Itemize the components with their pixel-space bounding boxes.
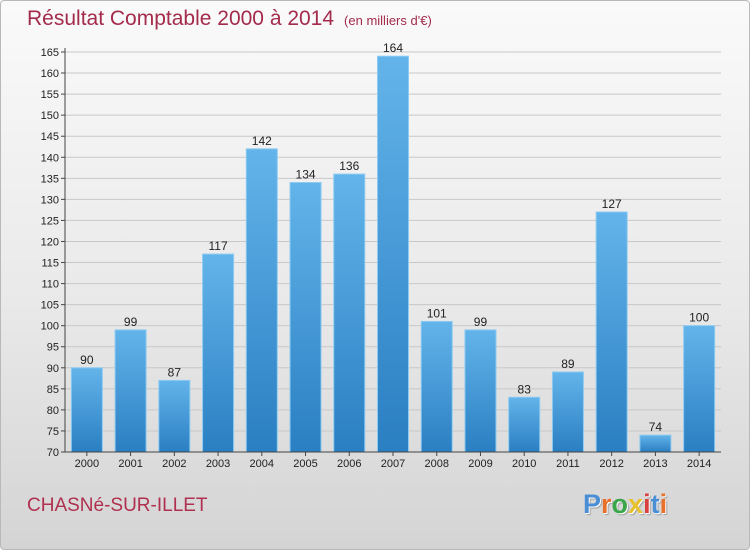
bar-2009[interactable] [464, 329, 497, 453]
bars-layer: 90 99 87 117 142 134 136 164 101 99 83 89 127 74 100 [70, 41, 716, 453]
bar-2013[interactable] [639, 434, 672, 453]
y-tick-label: 125 [41, 215, 59, 227]
y-tick-label: 145 [41, 131, 59, 143]
data-label: 134 [296, 168, 316, 182]
y-tick-label: 70 [47, 447, 59, 459]
y-tick-label: 140 [41, 152, 59, 164]
data-label: 83 [518, 382, 532, 396]
y-tick-label: 135 [41, 173, 59, 185]
x-tick-label: 2001 [118, 458, 142, 470]
x-tick-label: 2010 [512, 458, 536, 470]
y-tick-label: 85 [47, 384, 59, 396]
data-label: 142 [252, 134, 272, 148]
y-tick-label: 165 [41, 47, 59, 59]
bar-2012[interactable] [595, 211, 628, 453]
x-tick-label: 2000 [75, 458, 99, 470]
x-tick-label: 2011 [556, 458, 580, 470]
title-text: Résultat Comptable 2000 à 2014 [27, 7, 335, 30]
x-tick-label: 2009 [468, 458, 492, 470]
proxiti-logo[interactable]: Proxiti [583, 489, 667, 520]
logo-letter: o [611, 489, 629, 519]
x-tick-label: 2005 [293, 458, 317, 470]
data-label: 99 [124, 315, 138, 329]
data-label: 87 [168, 365, 182, 379]
logo-letter: x [628, 489, 644, 519]
data-label: 101 [427, 306, 447, 320]
axis-layer: 70 75 80 85 90 95 100 105 110 115 120 125 130 135 140 1… [41, 47, 721, 470]
y-tick-label: 150 [41, 110, 59, 122]
y-tick-label: 90 [47, 363, 59, 375]
y-tick-label: 100 [41, 321, 59, 333]
data-label: 117 [208, 239, 227, 253]
bar-2010[interactable] [508, 396, 541, 453]
data-label: 164 [383, 41, 403, 55]
data-label: 127 [602, 197, 622, 211]
bar-2014[interactable] [683, 325, 716, 453]
x-tick-label: 2002 [162, 458, 186, 470]
data-label: 90 [80, 353, 94, 367]
x-tick-label: 2006 [337, 458, 361, 470]
y-tick-label: 155 [41, 89, 59, 101]
data-label: 89 [561, 357, 575, 371]
title-unit: (en milliers d'€) [344, 13, 432, 28]
y-tick-label: 110 [41, 279, 59, 291]
logo-letter: r [601, 489, 612, 519]
x-tick-label: 2003 [206, 458, 230, 470]
bar-2007[interactable] [377, 55, 409, 453]
x-tick-label: 2004 [250, 458, 274, 470]
data-label: 74 [649, 420, 663, 434]
y-tick-label: 115 [41, 258, 59, 270]
bar-2003[interactable] [202, 253, 235, 453]
logo-letter: i [659, 489, 668, 519]
bar-2006[interactable] [333, 173, 366, 453]
y-tick-label: 75 [47, 426, 59, 438]
bar-2000[interactable] [70, 367, 103, 453]
y-tick-label: 160 [41, 68, 59, 80]
place-name: CHASNé-SUR-ILLET [27, 495, 208, 516]
y-tick-label: 95 [47, 342, 59, 354]
y-tick-label: 80 [47, 405, 59, 417]
logo-letter: i [643, 489, 651, 519]
bar-2001[interactable] [114, 329, 147, 453]
x-tick-label: 2007 [381, 458, 405, 470]
logo-letter: t [650, 489, 660, 519]
logo-letter: P [583, 489, 602, 519]
data-label: 100 [689, 311, 709, 325]
bar-2005[interactable] [289, 182, 322, 453]
data-label: 99 [474, 315, 488, 329]
bar-2004[interactable] [245, 148, 278, 453]
y-tick-label: 105 [41, 300, 59, 312]
y-tick-label: 130 [41, 194, 59, 206]
data-label: 136 [339, 159, 359, 173]
chart-title: Résultat Comptable 2000 à 2014 (en millie… [27, 7, 432, 31]
y-tick-label: 120 [41, 236, 59, 248]
x-tick-label: 2012 [599, 458, 623, 470]
bar-2008[interactable] [420, 320, 453, 453]
x-tick-label: 2008 [424, 458, 448, 470]
x-tick-label: 2014 [687, 458, 711, 470]
bar-2011[interactable] [551, 371, 584, 453]
bar-2002[interactable] [158, 379, 191, 453]
x-tick-label: 2013 [643, 458, 667, 470]
